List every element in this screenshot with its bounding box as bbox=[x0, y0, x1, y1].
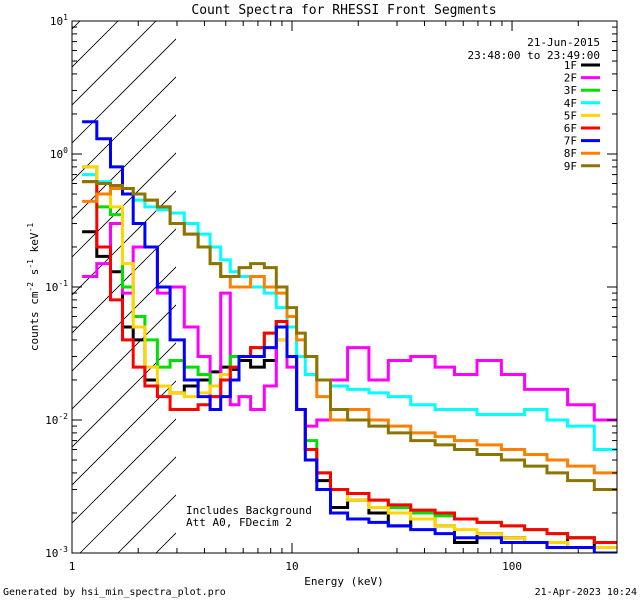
x-axis-label: Energy (keV) bbox=[304, 575, 383, 588]
axis-ticks bbox=[72, 21, 617, 553]
footer-timestamp: 21-Apr-2023 10:24 bbox=[535, 587, 637, 598]
x-tick-label: 100 bbox=[502, 560, 522, 573]
series-5F bbox=[82, 167, 626, 548]
hatch-line bbox=[536, 0, 640, 553]
chart-title: Count Spectra for RHESSI Front Segments bbox=[191, 3, 496, 18]
footer-generated-by: Generated by hsi_min_spectra_plot.pro bbox=[3, 587, 226, 598]
hatch-line bbox=[0, 0, 376, 553]
plot-frame bbox=[72, 21, 617, 553]
annotation-attenuator: Att A0, FDecim 2 bbox=[186, 516, 292, 529]
hatch-line bbox=[422, 0, 640, 553]
hatch-line bbox=[612, 0, 640, 553]
y-tick-label: 10-1 bbox=[45, 279, 68, 294]
legend-label-3F: 3F bbox=[564, 84, 577, 97]
hatch-line bbox=[384, 0, 640, 553]
legend-label-8F: 8F bbox=[564, 147, 577, 160]
x-tick-label: 10 bbox=[285, 560, 298, 573]
series-layer bbox=[82, 122, 626, 553]
y-tick-label: 101 bbox=[50, 13, 68, 28]
series-6F bbox=[82, 182, 626, 543]
hatch-line bbox=[80, 0, 640, 553]
hatch-line bbox=[308, 0, 640, 553]
legend-label-7F: 7F bbox=[564, 135, 577, 148]
legend-label-2F: 2F bbox=[564, 72, 577, 85]
hatch-line bbox=[270, 0, 640, 553]
y-tick-label: 10-2 bbox=[45, 412, 68, 427]
hatch-line bbox=[232, 0, 640, 553]
date-label: 21-Jun-2015 bbox=[527, 36, 600, 49]
y-axis-label: counts cm-2 s-1 keV-1 bbox=[26, 223, 41, 351]
time-range-label: 23:48:00 to 23:49:00 bbox=[468, 49, 600, 62]
series-7F bbox=[82, 122, 626, 553]
legend-label-9F: 9F bbox=[564, 160, 577, 173]
hatch-line bbox=[346, 0, 640, 553]
legend-label-5F: 5F bbox=[564, 109, 577, 122]
y-tick-label: 100 bbox=[50, 146, 68, 161]
hatch-line bbox=[574, 0, 640, 553]
legend-label-4F: 4F bbox=[564, 97, 577, 110]
x-tick-label: 1 bbox=[69, 560, 76, 573]
series-8F bbox=[82, 189, 626, 473]
legend-label-1F: 1F bbox=[564, 59, 577, 72]
hatch-line bbox=[460, 0, 640, 553]
series-9F bbox=[82, 182, 626, 490]
spectra-figure: Count Spectra for RHESSI Front Segments … bbox=[0, 0, 640, 600]
hatch-line bbox=[0, 0, 338, 553]
hatch-line bbox=[0, 0, 414, 553]
hatch-line bbox=[0, 0, 148, 553]
hatch-line bbox=[118, 0, 640, 553]
y-tick-label: 10-3 bbox=[45, 545, 68, 560]
legend-label-6F: 6F bbox=[564, 122, 577, 135]
